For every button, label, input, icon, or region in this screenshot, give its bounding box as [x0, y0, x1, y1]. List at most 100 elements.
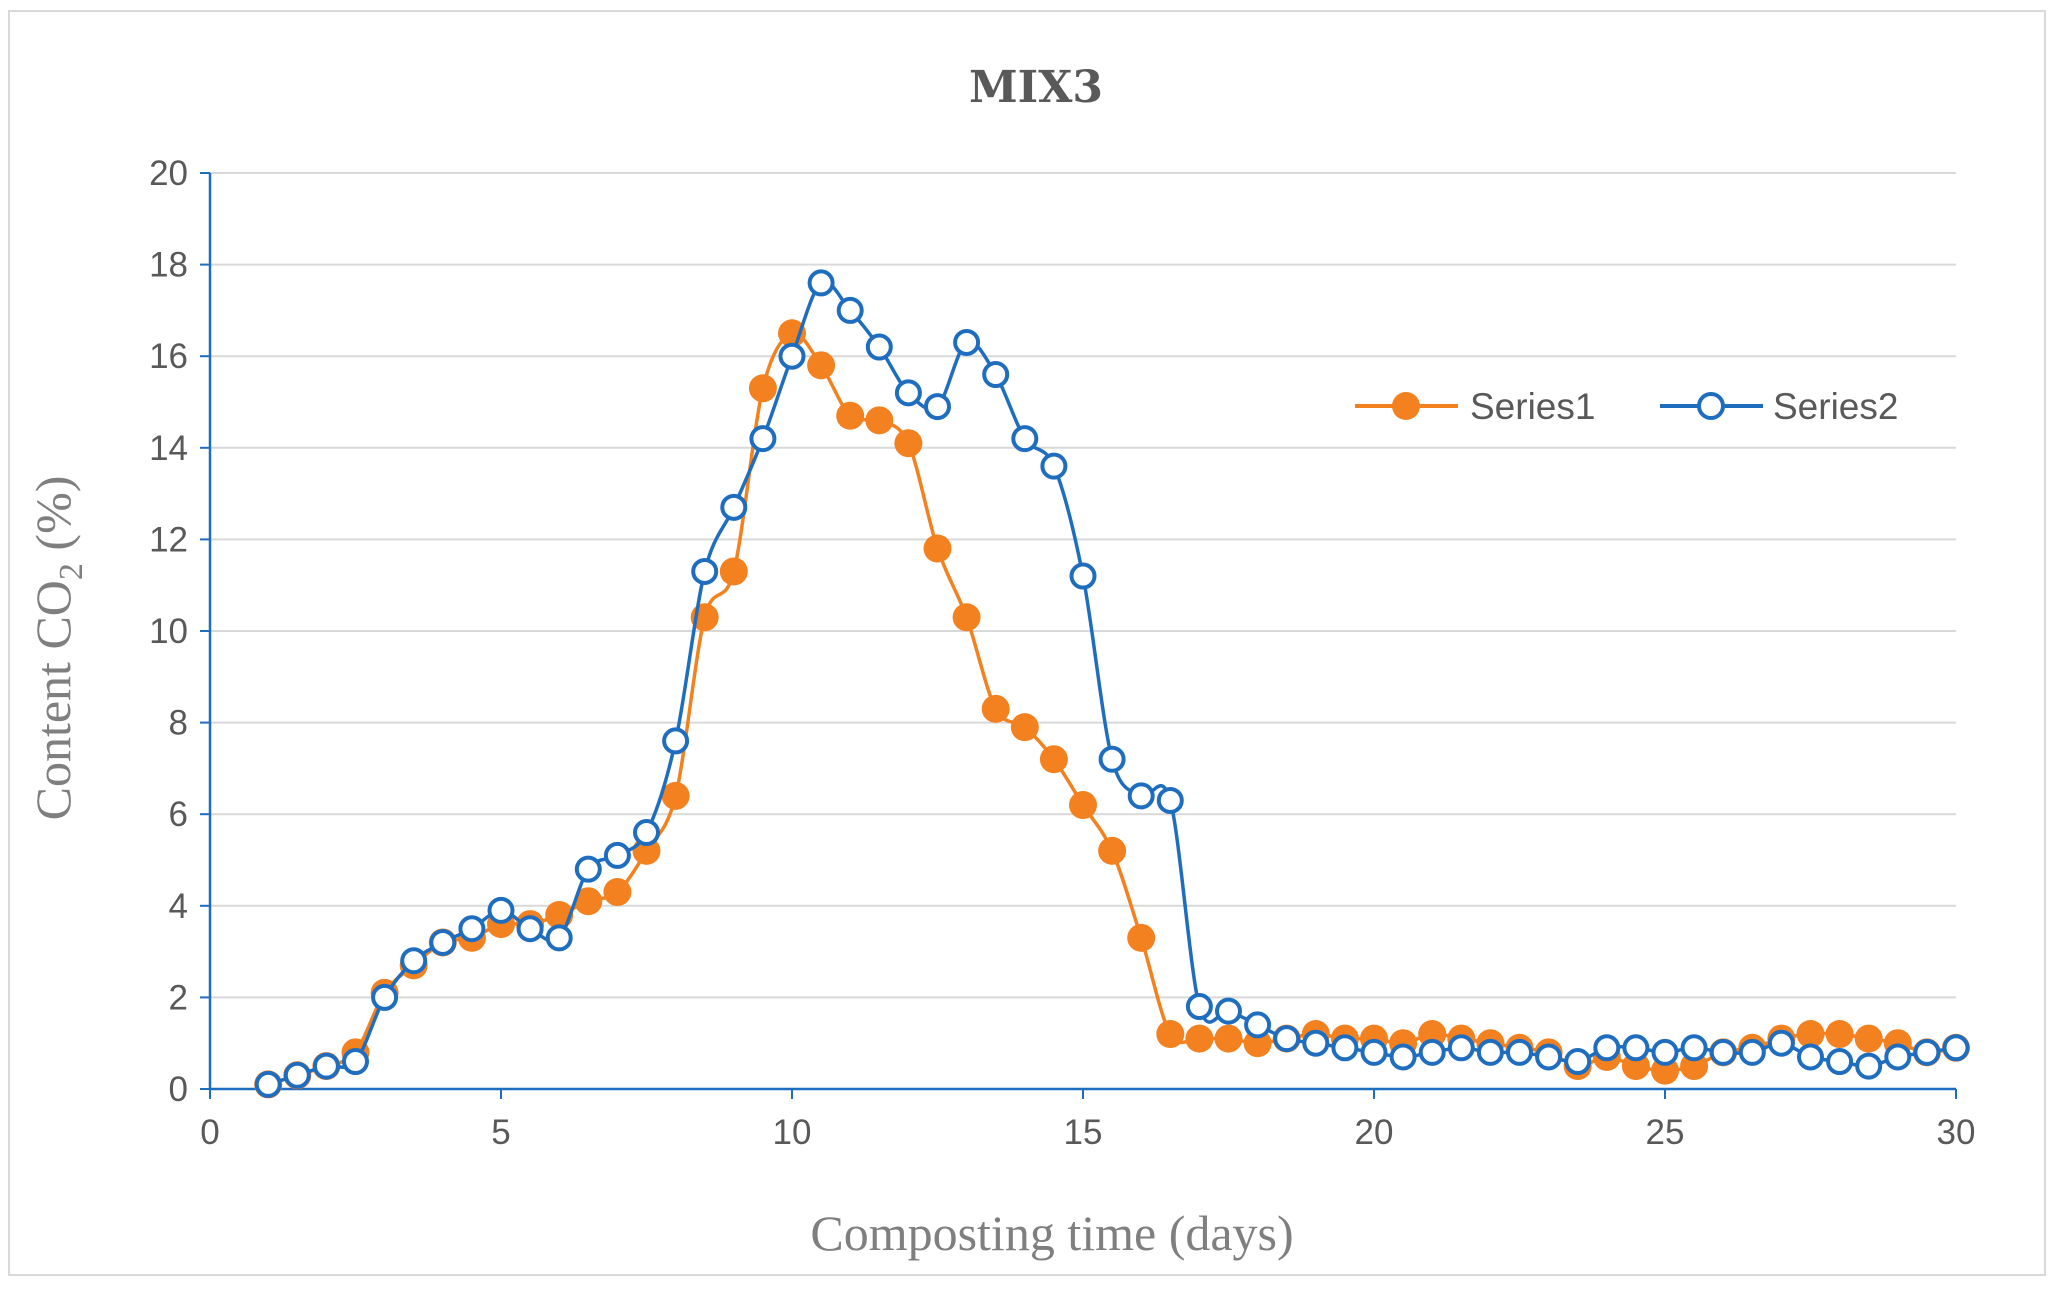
x-tick-label: 5 [491, 1113, 510, 1152]
series-2-point [807, 269, 835, 297]
series-2-point [1098, 745, 1126, 773]
x-axis-tick-labels: 0 5 10 15 20 25 30 [200, 1113, 1975, 1152]
legend-marker-series1 [1392, 392, 1420, 420]
series-1-point [1127, 923, 1156, 952]
series-2-point [749, 425, 777, 453]
series-2-point [603, 841, 631, 869]
series-2-point [487, 896, 515, 924]
legend-label-series2: Series2 [1773, 386, 1898, 427]
series-2-point [1273, 1025, 1301, 1053]
series-2-point [1302, 1029, 1330, 1057]
series-2-point [1244, 1011, 1272, 1039]
series-2-point [633, 819, 660, 847]
series-2-point [254, 1070, 282, 1098]
y-axis-title-suffix: (%) [25, 476, 81, 563]
series-1-point [661, 781, 690, 810]
series-2-point [1215, 997, 1242, 1025]
y-tick-label: 20 [149, 154, 188, 193]
series-layer [254, 269, 1970, 1099]
x-tick-label: 10 [773, 1113, 812, 1152]
series-2-point [953, 328, 981, 356]
x-tick-label: 25 [1646, 1113, 1685, 1152]
series-2-point [1942, 1034, 1970, 1062]
series-2-point [1709, 1038, 1737, 1066]
x-tick-label: 20 [1355, 1113, 1394, 1152]
series-1-point [748, 374, 777, 403]
series-1-point [719, 557, 748, 586]
y-axis-title: Content CO2 (%) [25, 476, 90, 821]
series-2-point [371, 983, 399, 1011]
y-axis-title-prefix: Content CO [25, 580, 81, 820]
series-2-point [691, 557, 719, 585]
series-2-point [1593, 1034, 1621, 1062]
legend-item-series1: Series1 [1355, 386, 1595, 427]
y-tick-label: 6 [169, 795, 188, 834]
y-tick-label: 8 [169, 704, 188, 743]
series-2-point [924, 393, 951, 421]
series-2-point [1564, 1048, 1592, 1076]
axes [200, 172, 1957, 1099]
y-tick-label: 10 [149, 612, 188, 651]
series-1-point [1825, 1020, 1854, 1049]
series-2-point [982, 361, 1010, 389]
series-2-point [1447, 1034, 1475, 1062]
series-1-point [952, 603, 981, 632]
x-axis-title: Composting time (days) [810, 1205, 1293, 1261]
series-2-point [1535, 1043, 1563, 1071]
series-1-point [923, 534, 952, 563]
series-2-point [1506, 1038, 1533, 1066]
series-line-1 [267, 331, 1957, 1087]
series-2-point [545, 924, 573, 952]
legend-marker-series2 [1697, 392, 1725, 420]
series-1-point [836, 401, 865, 430]
series-2-point [1156, 786, 1184, 814]
series-1-point [1796, 1020, 1825, 1049]
series-1-point [865, 406, 894, 435]
series-2-point [429, 928, 457, 956]
series-2-point [458, 915, 486, 943]
series-2-point [1360, 1038, 1388, 1066]
series-1-point [1039, 745, 1068, 774]
series-1-point [603, 878, 632, 907]
series-2-point [1884, 1043, 1912, 1071]
series-1-point [894, 429, 923, 458]
legend: Series1 Series2 [1355, 386, 1898, 427]
series-2-point [1738, 1038, 1766, 1066]
series-2-point [662, 727, 690, 755]
series-2-point [283, 1061, 311, 1089]
series-2-point [720, 493, 748, 521]
series-2-point [1418, 1038, 1446, 1066]
series-1-point [1854, 1024, 1883, 1053]
series-1-point [1185, 1024, 1214, 1053]
y-tick-label: 18 [149, 246, 188, 285]
y-tick-label: 2 [169, 978, 188, 1017]
series-2-point [836, 296, 864, 324]
legend-label-series1: Series1 [1470, 386, 1595, 427]
x-tick-label: 30 [1937, 1113, 1976, 1152]
series-2-point [342, 1048, 369, 1076]
series-1-point [1069, 791, 1097, 820]
y-axis-title-subscript: 2 [53, 563, 90, 580]
series-2-point [516, 915, 544, 943]
series-2-point [1389, 1043, 1417, 1071]
y-tick-label: 0 [169, 1070, 188, 1109]
series-2-point [1826, 1048, 1854, 1076]
y-axis-tick-labels: 0 2 4 6 8 10 12 14 16 18 20 [149, 154, 188, 1109]
x-tick-label: 15 [1064, 1113, 1103, 1152]
series-2-point [1680, 1034, 1708, 1062]
legend-item-series2: Series2 [1660, 386, 1898, 427]
series-2-point [1185, 993, 1213, 1021]
series-1-point [1156, 1020, 1185, 1049]
series-2-point [865, 333, 893, 361]
series-2-point [574, 855, 602, 883]
series-1 [254, 319, 1970, 1099]
series-2-point [1127, 782, 1155, 810]
series-2-point [1622, 1034, 1650, 1062]
series-2-point [400, 947, 428, 975]
series-2-point [1069, 562, 1097, 590]
y-tick-label: 16 [149, 337, 188, 376]
series-1-point [1098, 836, 1127, 865]
series-2-point [1040, 452, 1068, 480]
series-1-point [807, 351, 836, 380]
